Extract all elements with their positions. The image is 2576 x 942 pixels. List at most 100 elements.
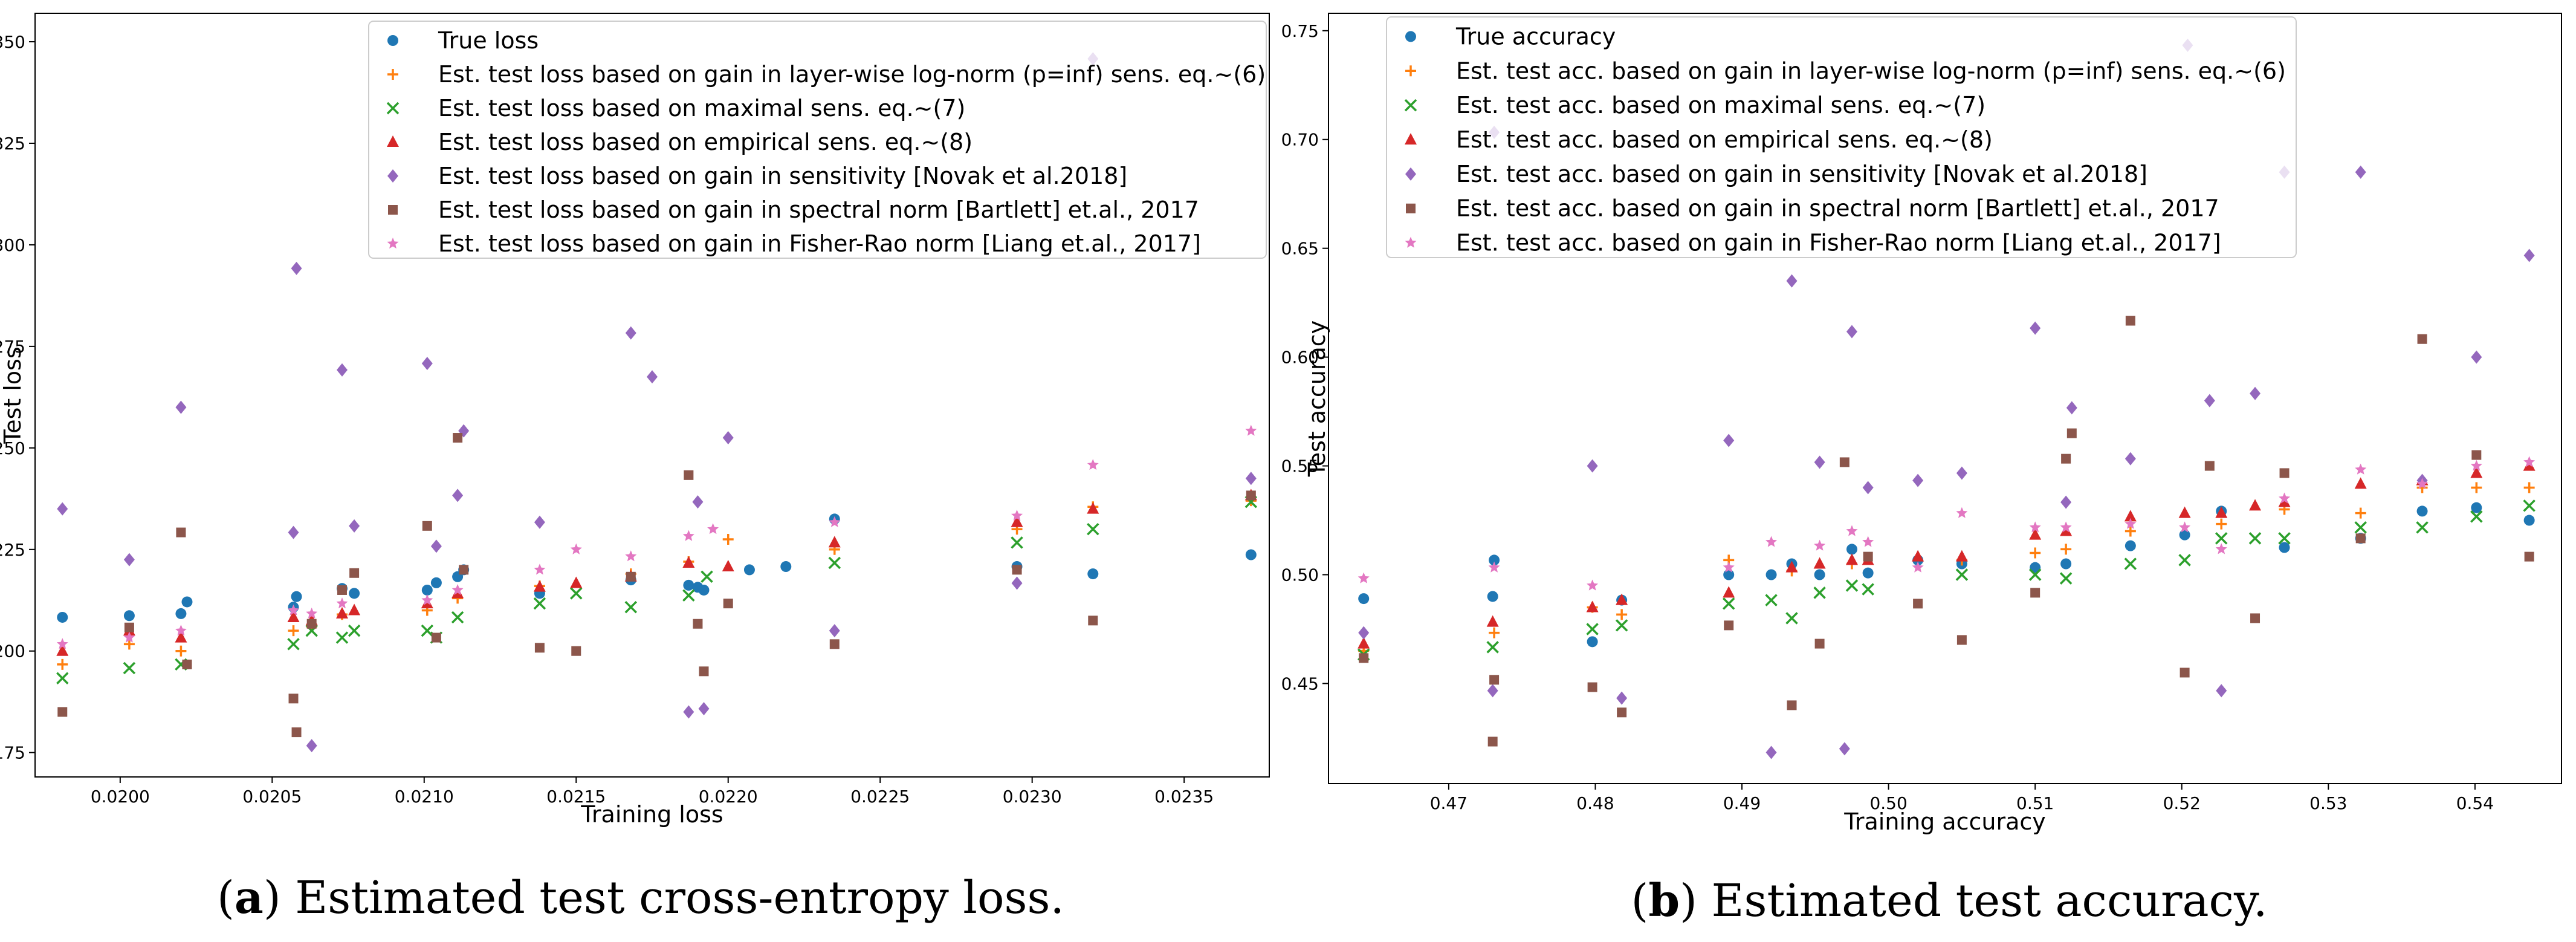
data-point-true [2030,562,2041,573]
data-point-empirical [2124,510,2137,522]
data-point-fisher [2416,478,2429,489]
data-point-fisher [451,584,464,596]
data-point-fisher [682,530,694,541]
data-point-fisher [2523,456,2536,467]
legend-marker-spectral [388,205,398,215]
data-point-true [123,610,135,622]
data-point-layerwise [2060,544,2072,555]
data-point-layerwise [57,658,68,670]
data-point-maximal [1765,594,1778,606]
data-point-true [698,584,710,596]
caption-text: Estimated test accuracy. [1697,875,2268,927]
data-point-spectral [1863,551,1873,562]
axes-frame [34,13,1270,778]
data-point-maximal [123,661,136,675]
data-point-spectral [1359,653,1369,663]
data-point-true [2523,515,2535,526]
data-point-fisher [2179,521,2191,533]
data-point-sensitivity [722,431,734,445]
data-point-maximal [570,587,583,600]
legend-label-empirical: Est. test acc. based on empirical sens. … [1456,126,1993,153]
data-point-empirical [56,644,69,656]
data-point-maximal [1862,583,1874,596]
data-point-maximal [348,624,361,637]
caption-paren-close: ) [264,872,281,924]
y-tick-label: 0.0225 [0,540,25,560]
data-point-true [291,591,302,602]
series-layerwise [1358,482,2535,657]
data-point-fisher [1846,525,1858,536]
data-point-fisher [625,550,637,562]
data-point-spectral [1088,616,1098,626]
y-tick-label: 0.50 [1281,565,1319,585]
x-tick-label: 0.47 [1430,793,1468,813]
data-point-sensitivity [306,739,317,753]
data-point-spectral [182,659,192,669]
data-point-empirical [175,631,187,643]
data-point-layerwise [2030,547,2041,559]
series-maximal [56,495,1258,684]
data-point-spectral [2250,613,2260,623]
data-point-sensitivity [1487,684,1498,698]
legend-label-layerwise: Est. test acc. based on gain in layer-wi… [1456,57,2286,84]
legend-label-fisher: Est. test loss based on gain in Fisher-R… [438,230,1201,257]
data-point-spectral [459,565,469,575]
data-point-maximal [682,589,695,602]
data-point-sensitivity [683,705,694,719]
data-point-maximal [2215,532,2228,545]
data-point-fisher [306,607,318,619]
data-point-layerwise [1489,627,1500,638]
data-point-empirical [2060,524,2073,536]
data-point-fisher [707,523,719,534]
x-tick-label: 0.52 [2163,793,2201,813]
y-tick-label: 0.0325 [0,134,25,154]
data-point-fisher [1087,459,1099,470]
data-point-true [1358,593,1370,605]
data-point-fisher [2470,460,2482,471]
data-point-empirical [1723,586,1735,598]
data-point-maximal [2178,554,2191,567]
series-empirical [1358,459,2536,649]
x-tick-label: 0.0235 [1154,787,1214,807]
data-point-sensitivity [2355,165,2366,179]
data-point-layerwise [175,645,187,657]
x-tick-label: 0.51 [2016,793,2054,813]
y-tick-label: 0.65 [1281,239,1319,259]
data-point-spectral [2061,453,2071,464]
data-point-true [1814,569,1825,580]
data-point-layerwise [1616,609,1628,620]
x-tick-label: 0.0210 [395,787,454,807]
legend-box [368,21,1267,259]
legend-box [1386,16,2297,258]
data-point-sensitivity [647,370,658,384]
data-point-sensitivity [534,515,545,529]
data-point-true [175,608,187,619]
data-point-sensitivity [698,702,710,716]
data-point-spectral [176,527,186,538]
data-point-sensitivity [625,326,636,340]
data-point-fisher [2355,463,2367,475]
y-tick-label: 0.45 [1281,674,1319,694]
data-point-spectral [291,727,302,738]
data-point-sensitivity [1912,473,1924,487]
series-maximal [1357,499,2536,661]
x-tick-label: 0.54 [2456,793,2494,813]
data-point-sensitivity [1956,466,1967,480]
legend-marker-sensitivity [387,169,398,183]
data-point-fisher [2279,492,2291,504]
data-point-spectral [1839,457,1849,467]
caption-text: Estimated test cross-entropy loss. [281,872,1064,924]
data-point-spectral [829,639,840,649]
data-point-sensitivity [336,363,348,377]
data-point-layerwise [2523,482,2535,493]
data-point-maximal [451,611,464,624]
x-axis-label: Training loss [580,801,723,828]
y-tick-label: 0.75 [1281,21,1319,41]
x-tick-label: 0.0200 [91,787,150,807]
legend-label-fisher: Est. test acc. based on gain in Fisher-R… [1456,230,2221,256]
data-point-fisher [288,604,299,616]
data-point-sensitivity [2030,321,2041,335]
data-point-sensitivity [1245,472,1257,486]
figure-caption: (a) Estimated test cross-entropy loss. [217,872,1064,924]
